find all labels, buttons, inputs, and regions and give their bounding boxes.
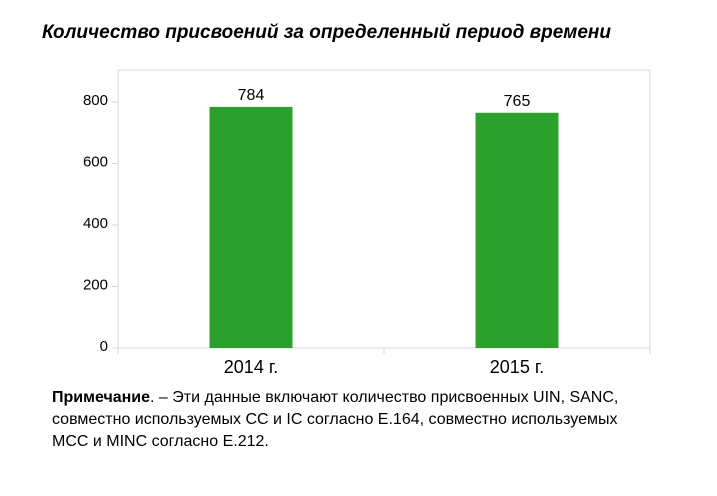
y-tick-label: 400 [83,215,108,232]
x-tick-label: 2015 г. [490,357,544,377]
bar-chart: 0 200 400 600 800 784 765 2014 г. 2015 г. [83,69,651,377]
bar [209,106,293,348]
note-label: Примечание [52,389,151,406]
plot-area [117,69,651,349]
bar-value-label: 765 [504,93,531,110]
note-text: . – Эти данные включают количество присв… [52,389,619,450]
note: Примечание. – Эти данные включают количе… [52,387,652,453]
bar [475,112,559,348]
y-tick-label: 800 [83,92,108,109]
chart-title: Количество присвоений за определенный пе… [42,22,612,43]
bar-value-label: 784 [238,87,265,104]
y-tick-label: 600 [83,154,108,171]
x-tick-label: 2014 г. [224,357,278,377]
y-tick-label: 0 [100,338,108,355]
y-tick-label: 200 [83,277,108,294]
